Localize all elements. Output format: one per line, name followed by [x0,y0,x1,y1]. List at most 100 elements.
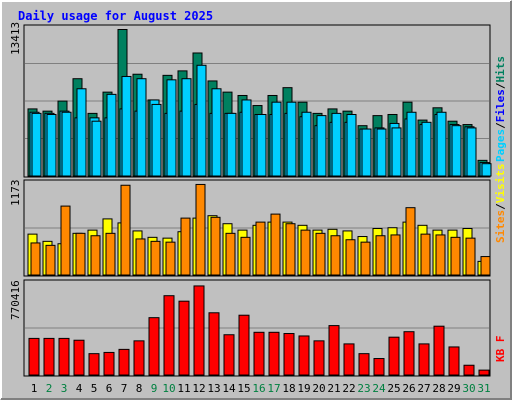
legend-text-middle-0: Sites [494,210,507,243]
legend-text-middle-1: / [494,203,507,210]
x-label-day-3: 3 [61,382,68,395]
legend-text-top-0: Pages [494,129,507,162]
bar-pages-day-16 [256,113,267,177]
legend-text-top-2: Files [494,89,507,122]
legend-text-bottom-0: KB F [494,336,507,363]
bar-kbytes-day-18 [283,333,295,376]
bar-kbytes-day-2 [43,337,55,376]
chart-title: Daily usage for August 2025 [18,9,213,23]
bar-sites-day-26 [405,207,416,276]
bar-kbytes-day-16 [253,331,265,376]
bar-sites-day-17 [270,213,281,276]
x-label-day-27: 27 [417,382,430,395]
bar-kbytes-day-22 [343,343,355,376]
legend-text-top-3: / [494,82,507,89]
bar-sites-day-24 [375,235,386,276]
x-label-day-28: 28 [432,382,445,395]
bar-pages-day-24 [376,128,387,177]
x-label-day-4: 4 [76,382,83,395]
bar-kbytes-day-26 [403,331,415,376]
legend-kbytes: KB F [494,336,507,363]
bar-kbytes-day-8 [133,340,145,376]
bar-sites-day-9 [150,240,161,276]
x-label-day-12: 12 [192,382,205,395]
bar-pages-day-25 [391,127,402,177]
bar-pages-day-10 [166,79,177,177]
bar-kbytes-day-7 [118,348,130,376]
bar-sites-day-1 [30,242,41,276]
x-label-day-31: 31 [477,382,490,395]
bar-sites-day-25 [390,234,401,276]
x-label-day-9: 9 [151,382,158,395]
bar-kbytes-day-1 [28,337,40,376]
bar-pages-day-31 [481,163,492,177]
bar-sites-day-13 [210,216,221,276]
bar-kbytes-day-30 [463,364,475,376]
bar-pages-day-2 [46,113,57,177]
bar-kbytes-day-4 [73,339,85,376]
bar-pages-day-22 [346,113,357,177]
bar-sites-day-23 [360,241,371,276]
bar-kbytes-day-17 [268,331,280,376]
bar-pages-day-11 [181,78,192,177]
bar-sites-day-30 [465,237,476,276]
bar-kbytes-day-9 [148,317,160,376]
bar-pages-day-15 [241,99,252,177]
bar-sites-day-10 [165,241,176,276]
x-label-day-15: 15 [237,382,250,395]
bar-pages-day-8 [136,78,147,177]
bar-sites-day-8 [135,238,146,276]
bar-pages-day-23 [361,128,372,177]
bar-kbytes-day-25 [388,336,400,376]
x-label-day-16: 16 [252,382,265,395]
bar-sites-day-3 [60,205,71,276]
bar-pages-day-7 [121,75,132,177]
bar-kbytes-day-31 [478,369,490,376]
x-label-day-14: 14 [222,382,236,395]
x-label-day-18: 18 [282,382,295,395]
bar-sites-day-12 [195,183,206,276]
bar-kbytes-day-28 [433,325,445,376]
bar-pages-day-14 [226,112,237,177]
x-label-day-26: 26 [402,382,415,395]
bar-kbytes-day-21 [328,325,340,376]
bar-sites-day-19 [300,229,311,276]
bar-sites-day-21 [330,235,341,276]
ymax-label-kbytes: 770416 [9,280,22,320]
x-label-day-23: 23 [357,382,370,395]
bar-pages-day-26 [406,111,417,177]
ymax-label-visits: 1173 [9,180,22,207]
bar-kbytes-day-19 [298,335,310,376]
x-label-day-6: 6 [106,382,113,395]
x-label-day-19: 19 [297,382,310,395]
legend-pages-files-hits: Pages/Files/Hits [494,56,507,162]
x-label-day-20: 20 [312,382,325,395]
x-label-day-24: 24 [372,382,386,395]
bar-kbytes-day-13 [208,312,220,376]
bar-sites-day-4 [75,232,86,276]
x-label-day-8: 8 [136,382,143,395]
bar-kbytes-day-6 [103,351,115,376]
bar-pages-day-1 [31,112,42,177]
bar-sites-day-20 [315,232,326,276]
x-label-day-7: 7 [121,382,128,395]
legend-text-top-4: Hits [494,56,507,83]
bar-pages-day-18 [286,101,297,177]
bar-sites-day-7 [120,184,131,276]
bar-pages-day-6 [106,93,117,177]
bar-pages-day-3 [61,111,72,177]
bar-kbytes-day-11 [178,300,190,376]
bar-kbytes-day-20 [313,340,325,376]
bar-sites-day-18 [285,223,296,276]
bar-pages-day-9 [151,103,162,177]
bar-kbytes-day-14 [223,334,235,376]
x-label-day-25: 25 [387,382,400,395]
bar-sites-day-14 [225,232,236,276]
bar-sites-day-22 [345,239,356,276]
bar-sites-day-11 [180,217,191,276]
bar-pages-day-12 [196,64,207,177]
